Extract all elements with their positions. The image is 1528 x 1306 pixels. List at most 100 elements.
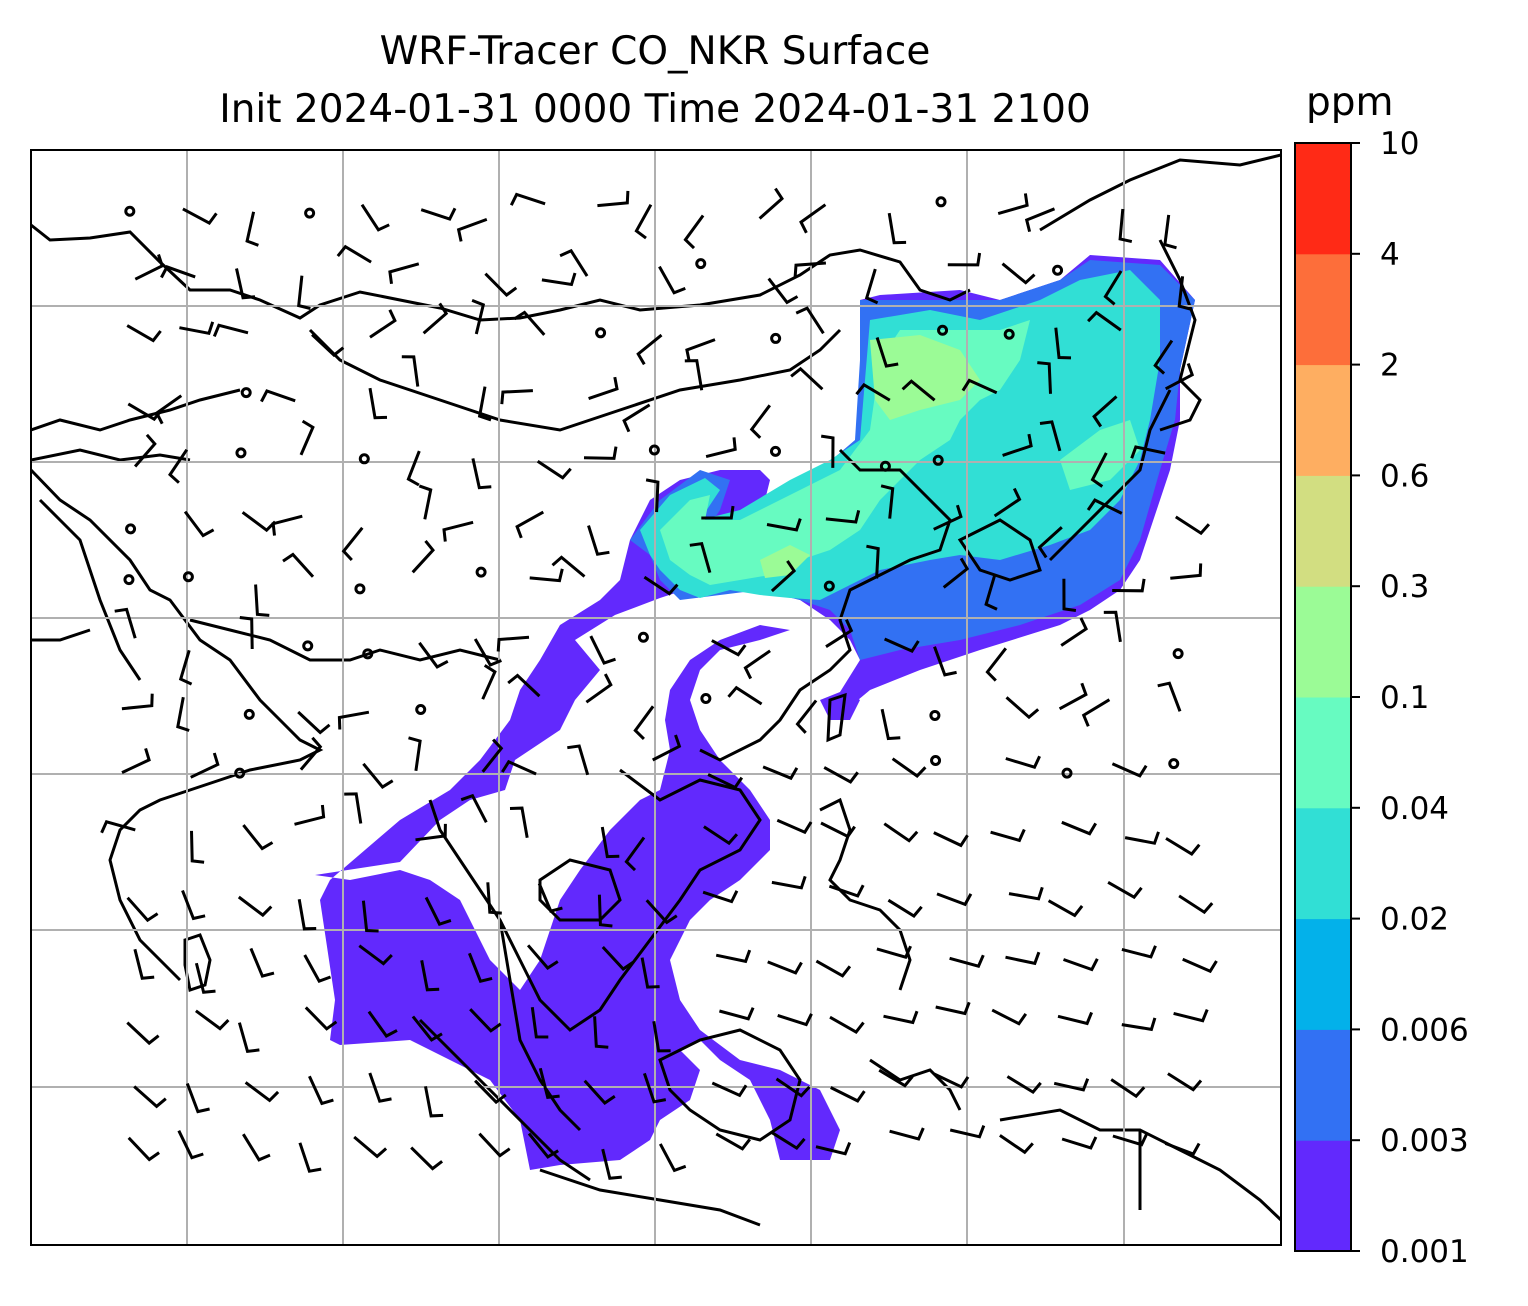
wind-barb: [1061, 820, 1097, 836]
wind-barb: [299, 419, 315, 456]
wind-barb: [242, 824, 274, 851]
wind-barb: [244, 1081, 280, 1103]
wind-calm-marker: [125, 523, 137, 535]
wind-barb: [793, 261, 827, 278]
wind-barb: [160, 265, 196, 279]
wind-barb: [830, 1086, 866, 1103]
wind-barb: [126, 324, 162, 343]
wind-barb: [515, 510, 545, 539]
wind-barb: [303, 954, 332, 984]
wind-barb: [460, 793, 488, 823]
wind-barb: [1163, 214, 1177, 250]
wind-barb: [1112, 578, 1146, 593]
wind-barb: [501, 759, 537, 776]
wind-calm-marker: [1052, 264, 1064, 276]
wind-barb: [593, 1016, 609, 1049]
wind-barb: [179, 321, 215, 336]
wind-barb: [541, 272, 577, 287]
wind-barb: [658, 265, 686, 295]
wind-barb: [770, 560, 797, 593]
wind-barb: [353, 1135, 388, 1159]
wind-barb: [878, 1068, 914, 1088]
wind-barb: [271, 514, 303, 536]
wind-barbs: [100, 187, 1218, 1180]
wind-barb: [1063, 958, 1099, 972]
wind-barb: [601, 945, 634, 971]
wind-calm-marker: [769, 445, 781, 457]
wind-barb: [1121, 1017, 1157, 1032]
wind-barb: [388, 262, 420, 284]
wind-barb: [1086, 498, 1123, 515]
wind-barb: [776, 818, 813, 835]
wind-barb: [936, 892, 973, 907]
colorbar-tick-label: 0.04: [1380, 791, 1449, 827]
wind-barb: [823, 766, 859, 784]
wind-barb: [901, 379, 936, 402]
wind-barb: [235, 268, 256, 300]
wind-barb: [743, 649, 771, 680]
wind-barb: [820, 821, 856, 839]
wind-barb: [984, 575, 998, 611]
wind-barb: [195, 1009, 230, 1031]
wind-barb: [297, 275, 311, 310]
wind-barb: [601, 1148, 622, 1180]
wind-barb: [194, 962, 216, 994]
map-content: [31, 150, 1281, 1245]
wind-barb: [551, 555, 586, 578]
wind-barb: [496, 635, 530, 652]
colorbar-tick-label: 4: [1380, 237, 1400, 273]
wind-barb: [406, 450, 421, 487]
wind-barb: [624, 836, 646, 872]
wind-barb: [121, 747, 151, 774]
colorbar-tick-label: 0.6: [1380, 458, 1429, 494]
wind-barb: [997, 193, 1029, 216]
wind-calm-marker: [637, 631, 649, 643]
wind-barb: [536, 459, 572, 480]
wind-calm-marker: [362, 648, 374, 660]
colorbar-band: [1295, 807, 1351, 920]
wind-barb: [990, 828, 1026, 843]
wind-barb: [658, 1143, 687, 1173]
wind-barb: [176, 696, 190, 732]
wind-barb: [126, 1021, 160, 1046]
wind-barb: [942, 557, 970, 589]
wind-barb: [876, 945, 912, 960]
wind-calm-marker: [304, 207, 316, 219]
colorbar-unit-label: ppm: [1306, 80, 1394, 125]
wind-barb: [887, 898, 923, 918]
wind-barb: [185, 1082, 210, 1114]
wind-barb: [469, 1008, 502, 1033]
wind-barb: [799, 203, 827, 234]
wind-barb: [368, 1072, 392, 1103]
wind-calm-marker: [932, 454, 944, 466]
wind-barb: [133, 948, 155, 980]
wind-barb: [154, 394, 183, 425]
wind-barb: [1165, 837, 1201, 856]
wind-barb: [715, 1132, 751, 1151]
wind-barb: [825, 510, 861, 524]
wind-barb: [634, 203, 653, 240]
wind-barb: [1057, 1011, 1093, 1026]
colorbar-band: [1295, 1029, 1351, 1141]
wind-barb: [683, 214, 705, 250]
wind-barb: [559, 248, 589, 277]
colorbar-band: [1295, 253, 1351, 366]
wind-barb: [749, 404, 771, 439]
wind-calm-marker: [240, 387, 252, 399]
wind-barb: [795, 306, 825, 335]
colorbar-tick-label: 0.006: [1380, 1012, 1469, 1048]
wind-barb: [1157, 681, 1182, 712]
wind-barb: [422, 302, 449, 335]
wind-barb: [369, 309, 397, 339]
wind-calm-marker: [1061, 767, 1073, 779]
wind-barb: [795, 699, 818, 734]
wind-barb: [297, 710, 331, 735]
wind-barb: [993, 487, 1022, 518]
wind-barb: [1170, 563, 1203, 580]
wind-barb: [471, 458, 492, 490]
wind-barb: [767, 277, 799, 305]
wind-barb: [1177, 276, 1192, 311]
wind-barb: [701, 505, 735, 520]
wind-barb: [758, 187, 784, 220]
